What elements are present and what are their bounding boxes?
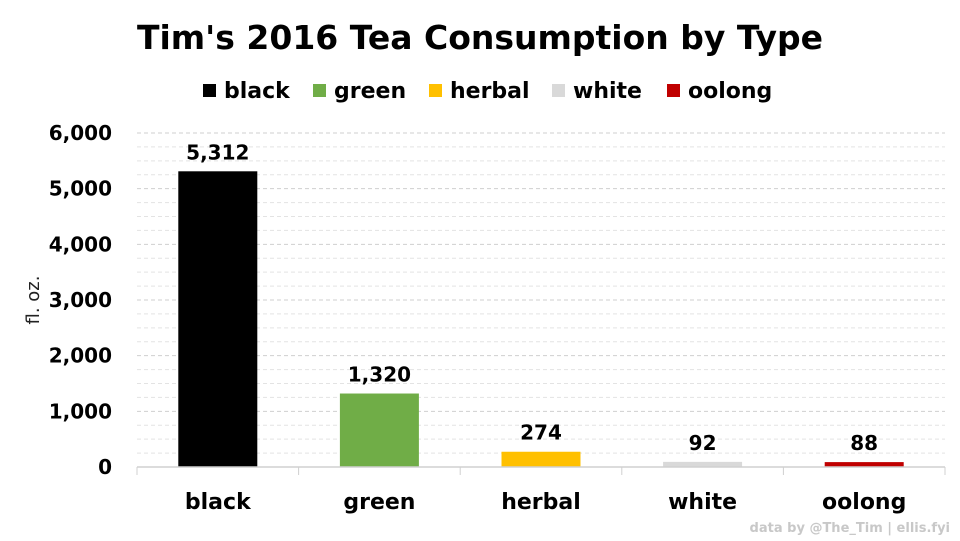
legend-label-herbal: herbal: [450, 79, 530, 104]
x-tick-label-green: green: [343, 490, 415, 515]
legend-swatch-herbal: [429, 84, 442, 97]
y-tick-label: 0: [98, 455, 112, 479]
y-tick-label: 2,000: [49, 344, 112, 368]
x-tick-label-white: white: [668, 490, 737, 515]
bar-herbal: [501, 451, 581, 467]
x-tick-label-black: black: [185, 490, 252, 515]
y-tick-label: 1,000: [49, 399, 112, 423]
legend-label-oolong: oolong: [688, 79, 772, 104]
data-label-white: 92: [689, 431, 717, 455]
bars: 5,312 1,320 274 92 88: [178, 140, 904, 468]
legend-swatch-black: [203, 84, 216, 97]
bar-black: [178, 171, 258, 468]
y-axis-label: fl. oz.: [23, 276, 44, 325]
x-tick-label-herbal: herbal: [501, 490, 581, 515]
legend: black green herbal white oolong: [203, 79, 772, 104]
y-tick-label: 4,000: [49, 232, 112, 256]
gridlines: [137, 132, 945, 454]
bar-green: [339, 393, 419, 467]
x-axis: black green herbal white oolong: [136, 466, 946, 515]
data-label-black: 5,312: [186, 140, 249, 164]
legend-swatch-white: [552, 84, 565, 97]
y-axis: 0 1,000 2,000 3,000 4,000 5,000 6,000: [49, 121, 112, 479]
chart-title: Tim's 2016 Tea Consumption by Type: [137, 18, 823, 57]
data-label-herbal: 274: [520, 421, 562, 445]
credit-note: data by @The_Tim | ellis.fyi: [750, 521, 950, 536]
legend-label-white: white: [573, 79, 642, 104]
y-tick-label: 5,000: [49, 177, 112, 201]
legend-swatch-green: [313, 84, 326, 97]
bar-oolong: [824, 462, 904, 467]
y-tick-label: 6,000: [49, 121, 112, 145]
legend-swatch-oolong: [667, 84, 680, 97]
y-tick-label: 3,000: [49, 288, 112, 312]
bar-white: [663, 461, 743, 467]
legend-label-black: black: [224, 79, 291, 104]
x-tick-label-oolong: oolong: [822, 490, 906, 515]
data-label-green: 1,320: [348, 363, 411, 387]
legend-label-green: green: [334, 79, 406, 104]
data-label-oolong: 88: [850, 431, 878, 455]
